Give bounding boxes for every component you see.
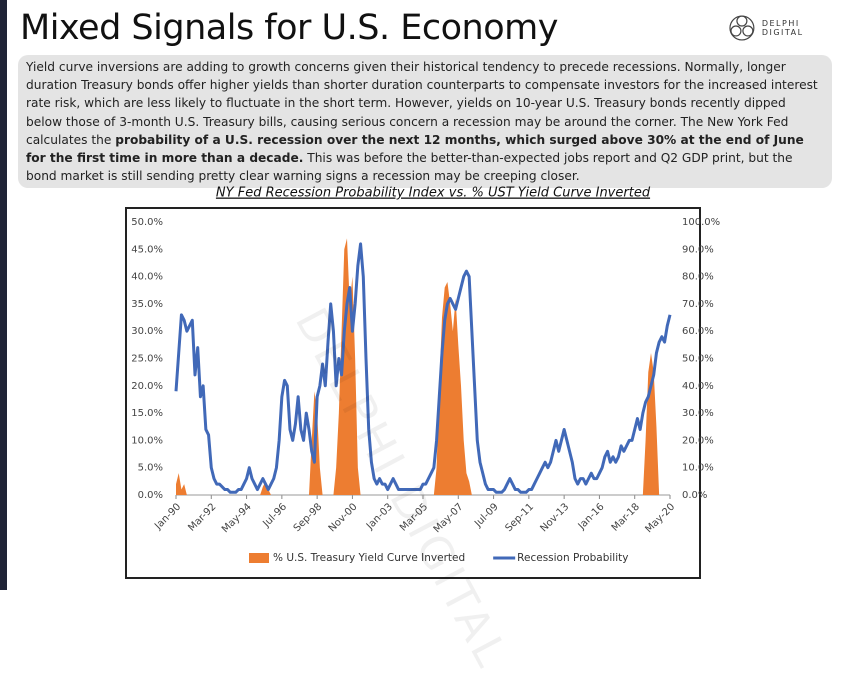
- y-tick-label: 0.0%: [138, 490, 163, 501]
- legend-label: Recession Probability: [517, 552, 628, 564]
- y2-tick-label: 0.0%: [682, 490, 707, 501]
- y2-tick-label: 70.0%: [682, 299, 714, 310]
- y-tick-label: 45.0%: [131, 244, 163, 255]
- y-tick-label: 10.0%: [131, 435, 163, 446]
- chart: NY Fed Recession Probability Index vs. %…: [125, 186, 720, 579]
- y-tick-label: 40.0%: [131, 272, 163, 283]
- y-tick-label: 15.0%: [131, 408, 163, 419]
- y2-tick-label: 10.0%: [682, 463, 714, 474]
- y2-tick-label: 50.0%: [682, 354, 714, 365]
- side-bar: [0, 0, 7, 590]
- y-tick-label: 50.0%: [131, 217, 163, 228]
- chart-title: NY Fed Recession Probability Index vs. %…: [216, 186, 651, 201]
- y-tick-label: 20.0%: [131, 381, 163, 392]
- y2-tick-label: 60.0%: [682, 326, 714, 337]
- bold-text: probability of a U.S. recession over the…: [26, 132, 804, 166]
- y2-tick-label: 100.0%: [682, 217, 720, 228]
- y2-tick-label: 90.0%: [682, 244, 714, 255]
- page-title: Mixed Signals for U.S. Economy: [20, 8, 558, 48]
- text: Yield curve inversions are adding to gro…: [26, 60, 818, 147]
- legend-label: % U.S. Treasury Yield Curve Inverted: [273, 552, 465, 564]
- y2-tick-label: 20.0%: [682, 435, 714, 446]
- chart-frame: [125, 207, 701, 579]
- y-tick-label: 35.0%: [131, 299, 163, 310]
- line-series: [174, 242, 672, 494]
- y-tick-label: 25.0%: [131, 354, 163, 365]
- logo: DELPHI DIGITAL: [728, 14, 845, 42]
- y2-tick-label: 30.0%: [682, 408, 714, 419]
- y2-tick-label: 80.0%: [682, 272, 714, 283]
- logo-text: DELPHI DIGITAL: [761, 19, 804, 37]
- y-tick-label: 30.0%: [131, 326, 163, 337]
- summary-box: Yield curve inversions are adding to gro…: [18, 55, 832, 189]
- legend-swatch: [249, 553, 269, 563]
- y-tick-label: 5.0%: [138, 463, 163, 474]
- y2-tick-label: 40.0%: [682, 381, 714, 392]
- text: This was before the better-than-expected…: [26, 151, 793, 184]
- logo-icon: [729, 15, 755, 41]
